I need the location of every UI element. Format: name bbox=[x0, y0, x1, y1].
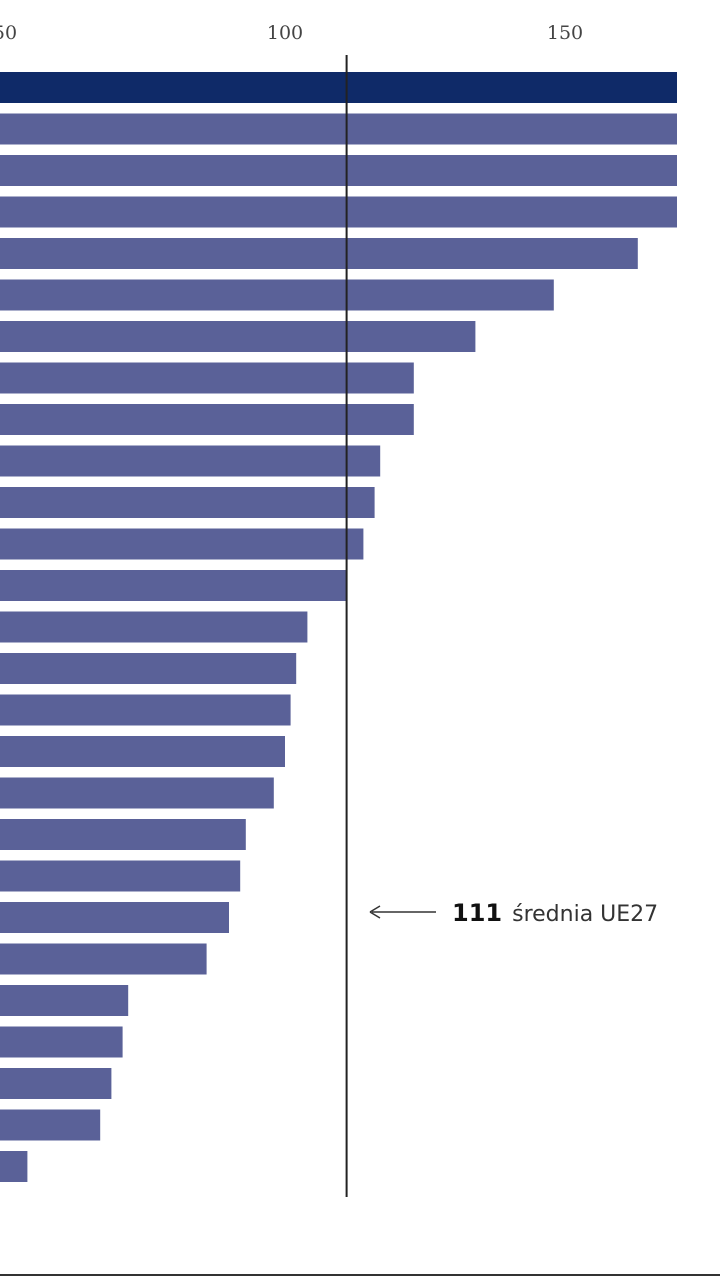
bar bbox=[0, 902, 229, 933]
highlight-bar bbox=[0, 72, 677, 103]
bar bbox=[0, 985, 129, 1016]
bars bbox=[0, 72, 677, 1182]
x-axis-ticks: 50 100 150 bbox=[0, 22, 583, 44]
bar bbox=[0, 1026, 123, 1058]
bar bbox=[0, 362, 414, 394]
x-tick-label: 50 bbox=[0, 22, 17, 44]
average-annotation: 111 średnia UE27 bbox=[369, 899, 658, 927]
bar bbox=[0, 238, 638, 269]
annotation-label: 111 średnia UE27 bbox=[452, 899, 658, 927]
bar bbox=[0, 528, 364, 560]
bar bbox=[0, 155, 677, 186]
average-value: 111 bbox=[452, 899, 502, 927]
bar bbox=[0, 279, 554, 311]
bar bbox=[0, 943, 207, 975]
bar bbox=[0, 445, 381, 477]
bar bbox=[0, 1109, 101, 1141]
bar bbox=[0, 113, 677, 145]
bar bbox=[0, 819, 246, 850]
bar bbox=[0, 196, 677, 228]
x-tick-label: 100 bbox=[267, 22, 303, 44]
bar bbox=[0, 1151, 28, 1182]
bar bbox=[0, 321, 476, 352]
bar bbox=[0, 570, 347, 601]
arrow-left-icon bbox=[369, 905, 381, 919]
bar bbox=[0, 860, 241, 892]
bar bbox=[0, 611, 308, 643]
bar bbox=[0, 736, 285, 767]
x-tick-label: 150 bbox=[547, 22, 583, 44]
bar bbox=[0, 694, 291, 726]
bar bbox=[0, 487, 375, 518]
bar bbox=[0, 777, 274, 809]
bar bbox=[0, 1068, 112, 1099]
bar bbox=[0, 404, 414, 435]
bar bbox=[0, 653, 297, 684]
average-label: średnia UE27 bbox=[512, 902, 658, 927]
